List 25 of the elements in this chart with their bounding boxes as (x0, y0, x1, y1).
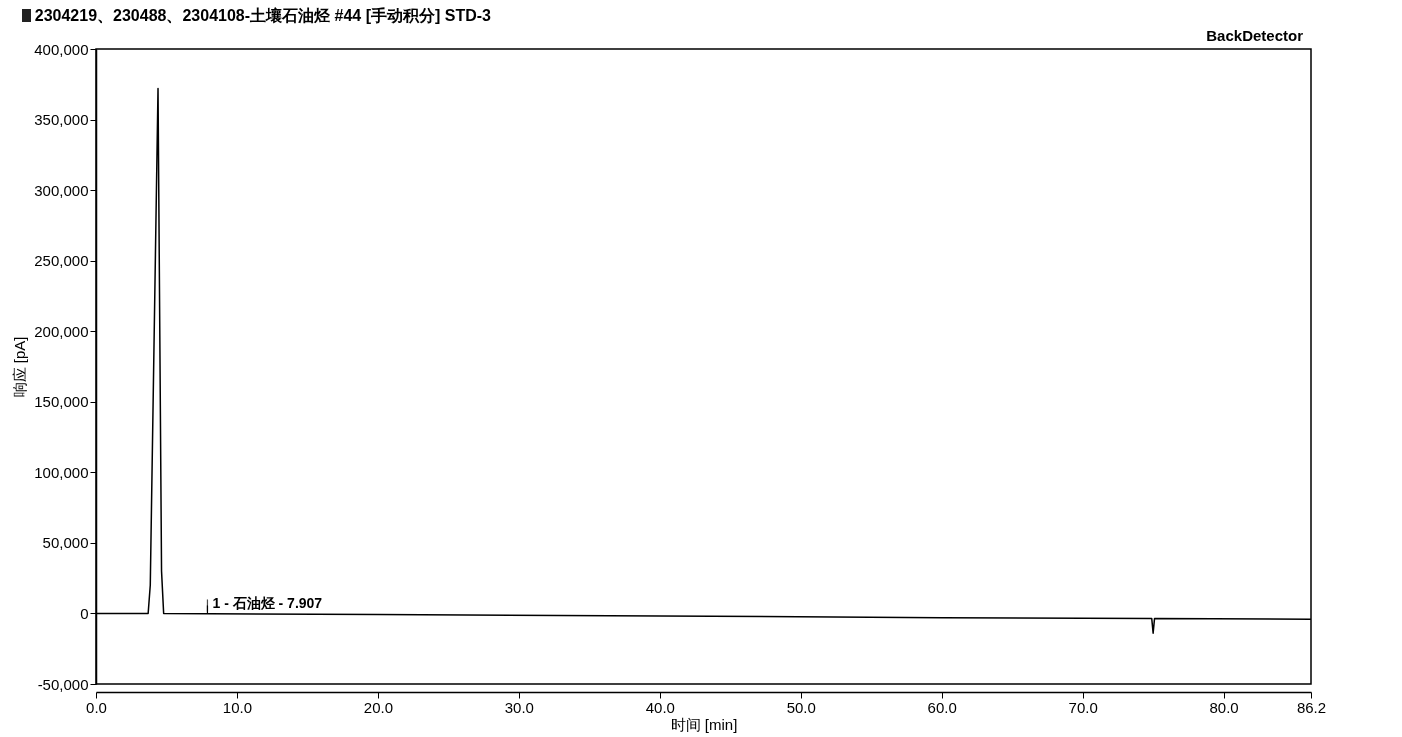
y-tick-label: 150,000 (34, 393, 89, 411)
x-tick-label: 70.0 (1068, 698, 1098, 716)
y-tick-label: 400,000 (34, 40, 89, 58)
x-tick-label: 10.0 (222, 698, 253, 716)
y-tick-label: 0 (80, 604, 89, 622)
y-tick-label: 350,000 (34, 111, 89, 129)
y-axis-title: 响应 [pA] (11, 336, 29, 398)
x-tick-label: 30.0 (504, 698, 534, 716)
y-tick-label: 300,000 (34, 181, 89, 199)
x-tick-label: 0.0 (86, 698, 107, 716)
x-tick-label: 20.0 (363, 698, 393, 716)
x-tick-label: 86.2 (1296, 698, 1327, 716)
y-tick-label: 200,000 (34, 322, 89, 340)
y-tick-label: 250,000 (34, 252, 89, 270)
y-tick-label: 100,000 (34, 463, 89, 481)
x-tick-label: 80.0 (1209, 698, 1239, 716)
x-tick-label: 50.0 (786, 698, 816, 716)
y-tick-label: -50,000 (37, 675, 89, 693)
annotation: 1 - 石油烃 - 7.907 (212, 595, 323, 612)
y-tick-label: 50,000 (42, 534, 89, 552)
x-tick-label: 40.0 (645, 698, 675, 716)
x-tick-label: 60.0 (927, 698, 957, 716)
chart-subtitle: BackDetector (1206, 27, 1304, 44)
x-axis-title: 时间 [min] (670, 715, 738, 733)
chart-title: 2304219、230488、2304108-土壤石油烃 #44 [手动积分] STD-3 (34, 7, 492, 24)
